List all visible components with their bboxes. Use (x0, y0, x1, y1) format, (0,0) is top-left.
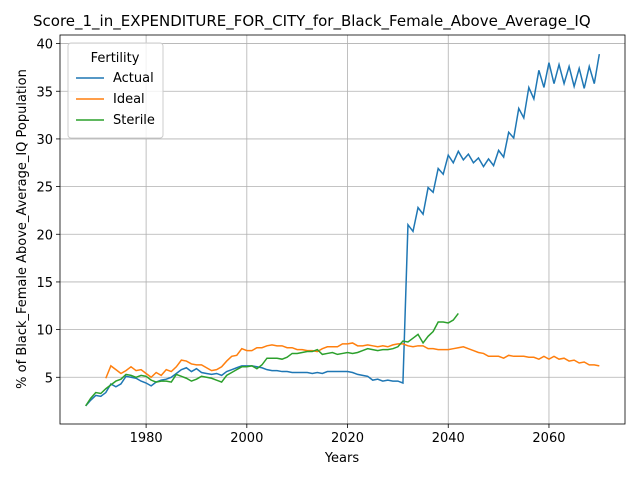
y-tick-label: 25 (36, 181, 53, 196)
legend-label: Actual (113, 71, 154, 86)
y-tick-label: 35 (36, 85, 53, 100)
x-tick-label: 2020 (331, 431, 364, 446)
y-tick-label: 20 (36, 228, 53, 243)
y-tick-label: 15 (36, 276, 53, 291)
x-tick-label: 1980 (130, 431, 163, 446)
x-axis-label: Years (324, 451, 360, 466)
x-tick-label: 2000 (230, 431, 263, 446)
x-tick-label: 2060 (532, 431, 565, 446)
y-tick-label: 10 (36, 324, 53, 339)
y-tick-label: 5 (45, 371, 53, 386)
series-line (105, 342, 600, 379)
series-line (85, 312, 459, 407)
y-tick-label: 30 (36, 133, 53, 148)
legend-label: Sterile (113, 113, 155, 128)
chart-title: Score_1_in_EXPENDITURE_FOR_CITY_for_Blac… (33, 12, 591, 31)
legend: Fertility Actual Ideal Sterile (67, 42, 164, 139)
legend-box (67, 42, 164, 139)
legend-title: Fertility (91, 51, 140, 66)
series-line (85, 53, 601, 407)
legend-label: Ideal (113, 92, 145, 107)
plot-frame (59, 34, 626, 425)
x-tick-label: 2040 (432, 431, 465, 446)
y-tick-label: 40 (36, 38, 53, 53)
y-axis-label: % of Black_Female Above_Average_IQ Popul… (15, 69, 30, 389)
